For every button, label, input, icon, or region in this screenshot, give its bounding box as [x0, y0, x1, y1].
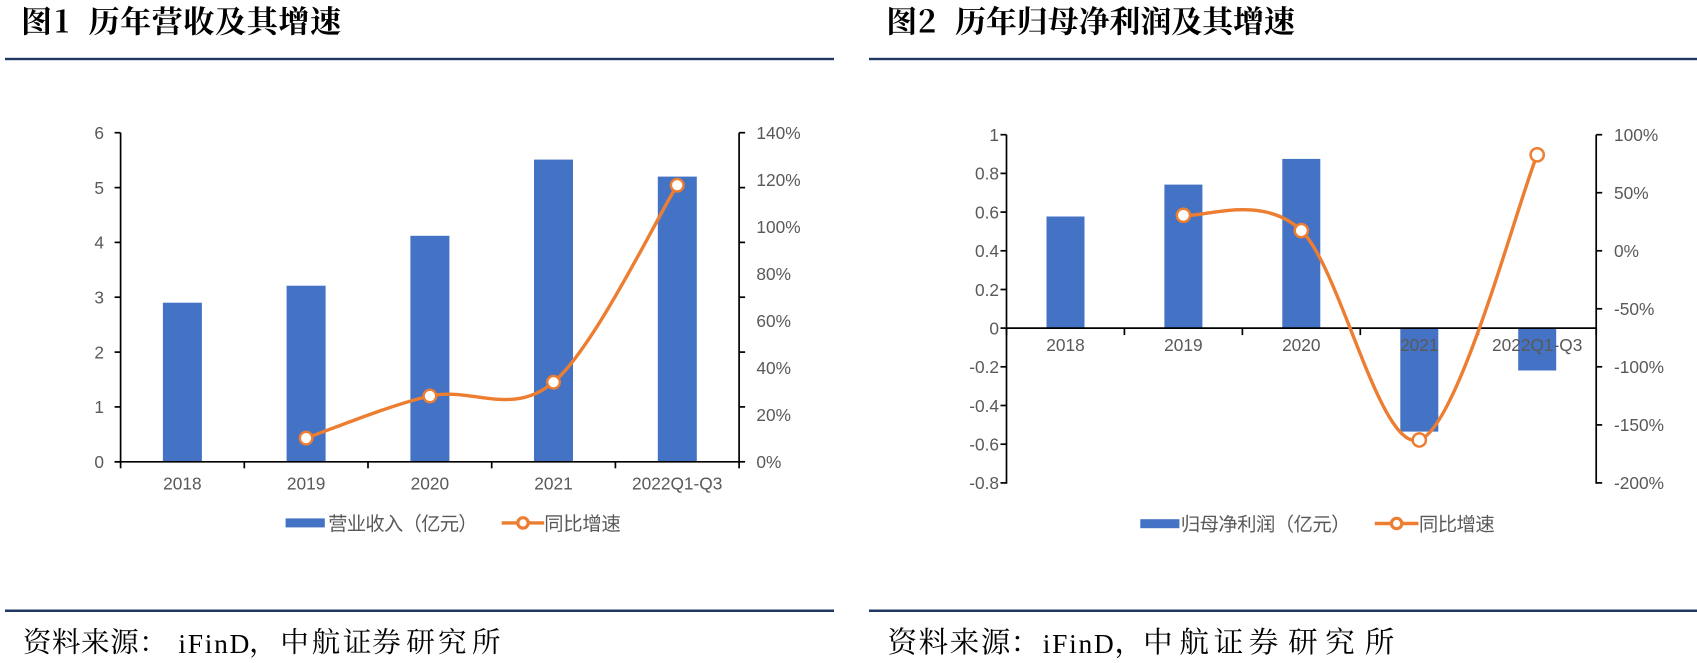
svg-text:40%: 40% — [756, 358, 791, 378]
svg-text:iFinD: iFinD — [178, 628, 251, 659]
svg-text:60%: 60% — [756, 311, 791, 331]
svg-text:1: 1 — [94, 397, 104, 417]
svg-text:0.8: 0.8 — [975, 164, 999, 184]
svg-text:2018: 2018 — [163, 474, 201, 494]
svg-text:6: 6 — [94, 123, 104, 143]
svg-text:2020: 2020 — [411, 474, 449, 494]
svg-text:iFinD: iFinD — [1043, 628, 1116, 659]
svg-text:0.4: 0.4 — [975, 241, 999, 261]
svg-text:2021: 2021 — [1400, 335, 1438, 355]
svg-text:-50%: -50% — [1614, 299, 1654, 319]
svg-text:2022Q1-Q3: 2022Q1-Q3 — [632, 474, 722, 494]
svg-text:0: 0 — [94, 452, 104, 472]
svg-text:0.6: 0.6 — [975, 202, 999, 222]
svg-text:-0.8: -0.8 — [969, 473, 999, 493]
svg-text:5: 5 — [94, 178, 104, 198]
svg-text:1: 1 — [989, 125, 999, 145]
svg-text:100%: 100% — [756, 217, 800, 237]
svg-text:-150%: -150% — [1614, 415, 1664, 435]
svg-text:2018: 2018 — [1046, 335, 1084, 355]
svg-text:140%: 140% — [756, 123, 800, 143]
svg-text:100%: 100% — [1614, 125, 1658, 145]
svg-text:2021: 2021 — [534, 474, 572, 494]
svg-text:3: 3 — [94, 288, 104, 308]
svg-text:-0.4: -0.4 — [969, 396, 999, 416]
svg-text:0%: 0% — [1614, 241, 1639, 261]
svg-text:120%: 120% — [756, 170, 800, 190]
svg-text:80%: 80% — [756, 264, 791, 284]
svg-text:50%: 50% — [1614, 183, 1649, 203]
svg-text:4: 4 — [94, 233, 104, 253]
svg-text:-0.6: -0.6 — [969, 435, 999, 455]
svg-text:-100%: -100% — [1614, 357, 1664, 377]
svg-text:2019: 2019 — [287, 474, 325, 494]
svg-text:0%: 0% — [756, 452, 781, 472]
svg-text:2020: 2020 — [1282, 335, 1320, 355]
svg-text:2: 2 — [94, 342, 104, 362]
svg-text:2022Q1-Q3: 2022Q1-Q3 — [1492, 335, 1582, 355]
svg-text:20%: 20% — [756, 405, 791, 425]
svg-text:-200%: -200% — [1614, 473, 1664, 493]
svg-text:0: 0 — [989, 318, 999, 338]
svg-text:2019: 2019 — [1164, 335, 1202, 355]
svg-text:0.2: 0.2 — [975, 280, 999, 300]
svg-text:-0.2: -0.2 — [969, 357, 999, 377]
